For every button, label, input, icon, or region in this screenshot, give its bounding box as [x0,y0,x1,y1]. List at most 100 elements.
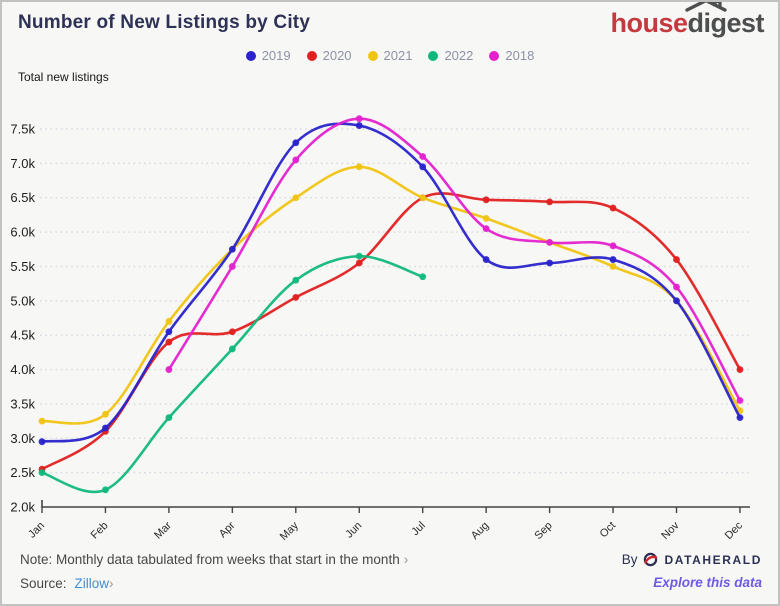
data-point-2020 [673,256,680,263]
footnote: Note: Monthly data tabulated from weeks … [20,552,409,567]
data-point-2019 [102,424,109,432]
data-point-2018 [292,156,300,164]
x-tick-label-Nov: Nov [659,519,682,542]
source-link-zillow[interactable]: Zillow [74,576,110,591]
y-tick-label: 3.5k [10,396,35,411]
data-point-2020 [736,366,744,373]
legend-dot-icon [428,50,439,61]
data-point-2019 [419,163,427,171]
y-tick-label: 4.0k [10,362,35,377]
y-tick-label: 5.5k [10,259,35,274]
legend-dot-icon [306,50,317,61]
data-point-2020 [482,196,490,204]
data-point-2021 [419,194,427,202]
series-line-2020 [40,192,742,471]
x-tick-label-Feb: Feb [89,520,111,542]
data-point-2020 [546,198,553,206]
legend-label: 2019 [261,48,291,63]
attribution: By DATAHERALD [622,552,762,567]
legend-item-2020[interactable]: 2020 [306,48,352,63]
x-tick-label-Sep: Sep [532,520,554,542]
note-chevron-icon[interactable]: › [403,552,409,567]
y-tick-label: 6.0k [10,225,35,240]
data-point-2018 [419,153,427,160]
data-point-2020 [228,328,236,336]
data-point-2019 [38,438,46,446]
dataherald-icon [644,552,658,567]
explore-data-link[interactable]: Explore this data [653,575,762,590]
data-point-2022 [419,273,427,281]
page-title: Number of New Listings by City [18,12,311,33]
data-point-2019 [546,259,553,267]
by-label: By [621,552,638,567]
data-point-2021 [292,194,300,202]
data-point-2021 [482,214,490,222]
data-point-2019 [292,139,300,147]
data-point-2018 [673,283,680,291]
legend-dot-icon [245,50,256,61]
data-point-2018 [228,263,236,270]
legend-item-2018[interactable]: 2018 [489,48,534,63]
data-point-2019 [673,297,680,305]
x-tick-label-Aug: Aug [469,520,491,542]
y-axis-title: Total new listings [18,70,109,84]
x-tick-label-May: May [278,519,302,542]
x-tick-label-Apr: Apr [217,519,238,540]
data-point-2022 [165,414,173,422]
logo-text-digest: digest [685,2,764,38]
legend-item-2019[interactable]: 2019 [245,48,291,63]
x-tick-label-Mar: Mar [152,519,174,541]
chart-legend: 2019 2020 2021 2022 2018 [2,48,778,63]
data-point-2018 [736,397,744,404]
legend-label: 2022 [444,48,474,63]
x-tick-label-Dec: Dec [723,519,746,542]
data-point-2018 [482,225,490,233]
line-chart: 2.0k 2.5k 3.0k 3.5k 4.0k 4.5k 5.0k 5.5k 6.0k 6.5k… [10,115,750,542]
data-point-2018 [355,115,363,123]
data-point-2018 [165,366,173,373]
data-point-2021 [38,417,46,425]
legend-dot-icon [367,50,378,61]
data-point-2022 [228,345,236,353]
y-tick-label: 7.0k [10,156,35,171]
x-tick-label-Jun: Jun [343,520,364,541]
x-tick-label-Jul: Jul [409,520,427,538]
data-point-2022 [102,486,109,494]
data-point-2019 [228,245,236,253]
series-line-2019 [40,122,742,444]
legend-item-2021[interactable]: 2021 [367,48,412,63]
series-line-2022 [40,254,424,494]
data-point-2020 [609,204,617,212]
logo-text-house: house [610,8,688,38]
series-line-2018 [167,117,742,402]
data-point-2019 [482,256,490,263]
y-tick-label: 3.0k [10,431,35,446]
data-point-2020 [355,259,363,267]
data-point-2018 [609,242,617,250]
legend-dot-icon [489,50,500,61]
data-point-2022 [38,469,46,477]
source-chevron-icon: › [109,576,114,591]
y-tick-label: 2.0k [10,500,35,515]
house-roof-icon [685,2,728,12]
y-tick-label: 5.0k [10,293,35,308]
data-point-2019 [165,328,173,336]
legend-label: 2020 [322,48,352,63]
data-point-2019 [355,122,363,129]
data-point-2020 [292,293,300,301]
data-point-2021 [355,163,363,171]
brand-name: DATAHERALD [664,552,762,567]
source-label: Source: [20,576,67,591]
data-point-2021 [609,263,617,270]
data-point-2022 [355,252,363,260]
legend-label: 2018 [505,48,535,63]
x-tick-label-Oct: Oct [598,520,619,541]
data-point-2022 [292,276,300,284]
data-point-2020 [165,338,173,346]
y-tick-label: 7.5k [10,122,35,137]
data-point-2021 [102,410,109,418]
y-tick-label: 6.5k [10,190,35,205]
legend-item-2022[interactable]: 2022 [428,48,473,63]
series-line-2021 [40,165,742,425]
